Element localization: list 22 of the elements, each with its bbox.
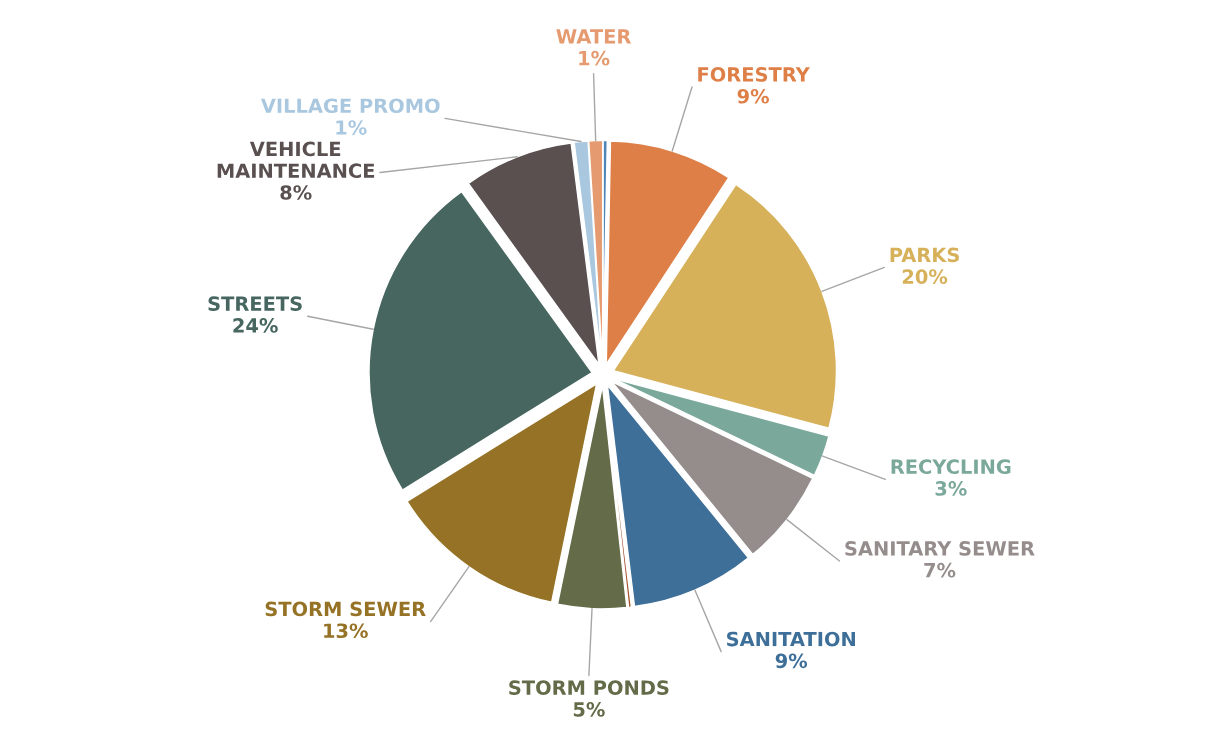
data-label: 1% (336, 120, 367, 135)
slice-label: VEHICLE MAINTENANCE (217, 141, 375, 179)
slice-label: STREETS (208, 296, 302, 311)
data-label: 5% (573, 702, 605, 717)
slice-label: RECYCLING (891, 459, 1011, 475)
slice-label: STORM PONDS (509, 680, 669, 695)
data-label: 9% (775, 653, 808, 669)
slice-label: FORESTRY (698, 67, 810, 82)
slice-label: STORM SEWER (265, 601, 426, 617)
slice-label: PARKS (890, 247, 959, 263)
data-label: 8% (280, 185, 312, 200)
data-label: 9% (737, 88, 770, 104)
data-label: 24% (233, 318, 278, 333)
data-label: 7% (924, 562, 956, 578)
data-label: 1% (579, 50, 610, 66)
slice-label: SANITARY SEWER (845, 541, 1035, 556)
data-label: 13% (324, 623, 368, 639)
slice-label: VILLAGE PROMO (260, 98, 440, 114)
data-label: 20% (902, 269, 948, 284)
slice-label: WATER (556, 29, 632, 44)
data-label: 3% (935, 481, 967, 496)
slice-label: SANITATION (727, 631, 855, 647)
